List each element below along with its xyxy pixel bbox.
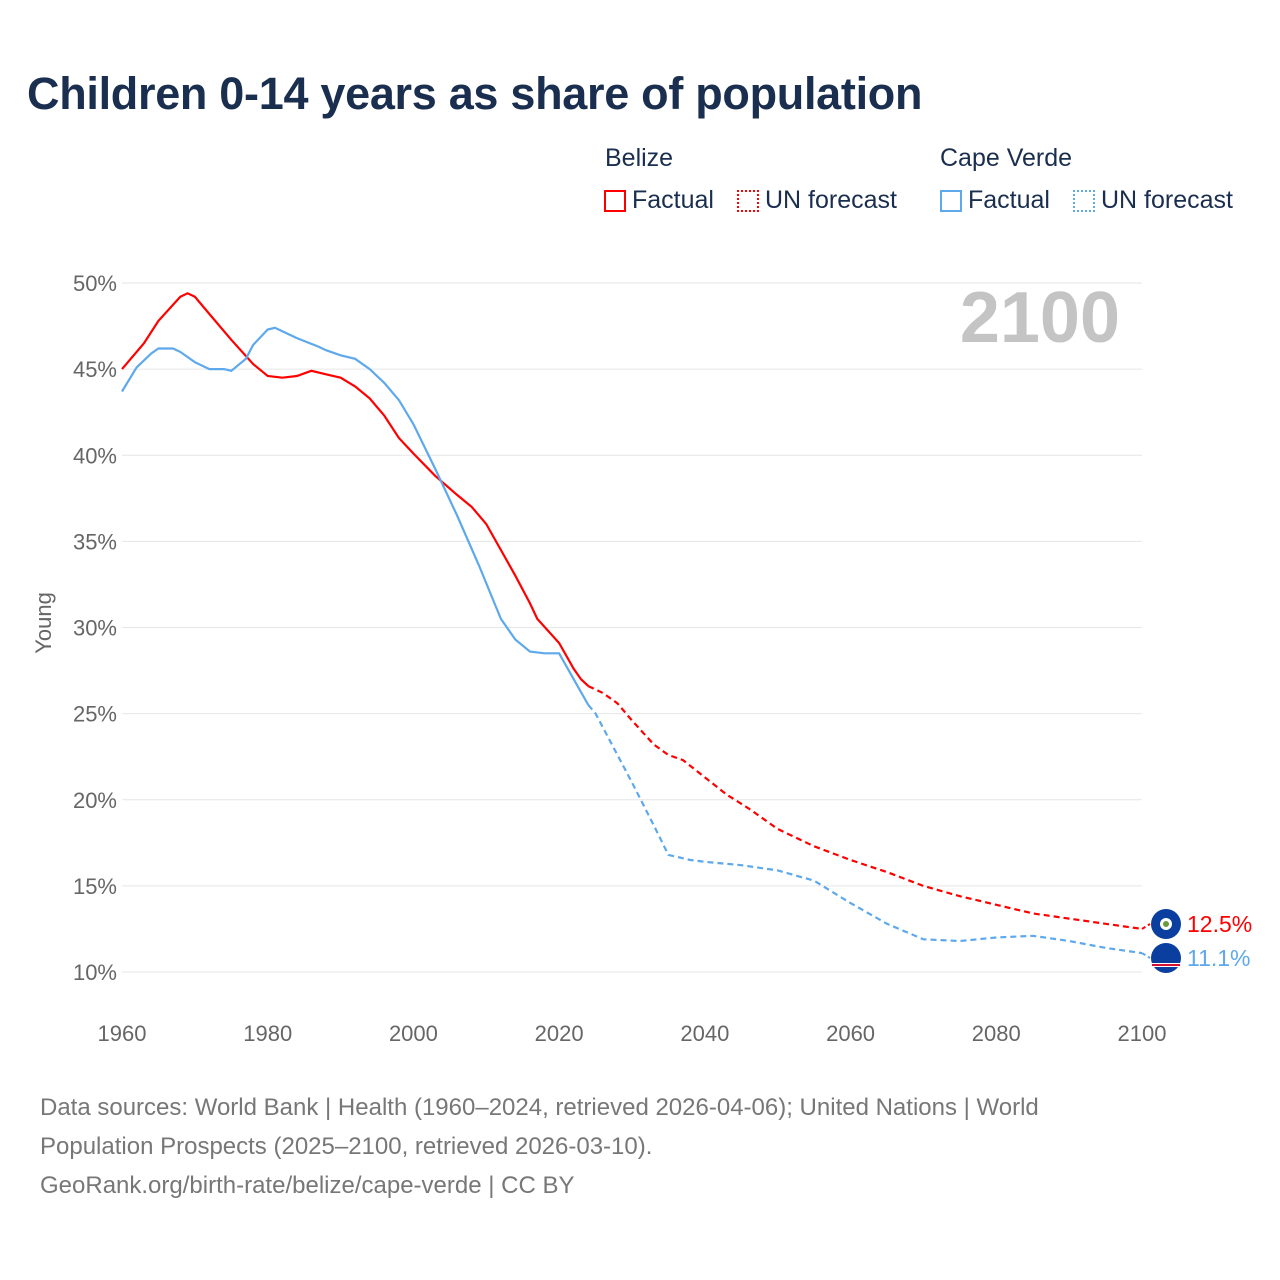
legend-group-belize: Belize [605,144,674,172]
flag-emblem [1163,921,1169,927]
legend-label: Factual [968,186,1050,214]
x-tick-label: 2020 [535,1021,584,1046]
y-tick-label: 40% [73,443,117,468]
x-tick-label: 1960 [98,1021,147,1046]
y-tick-label: 10% [73,960,117,985]
series-line-forecast-1 [587,704,1143,955]
footer-sources-1: Data sources: World Bank | Health (1960–… [40,1094,1039,1121]
legend-group-cape-verde: Cape Verde [940,144,1073,172]
legend-swatch-solid [940,189,962,212]
x-tick-label: 2000 [389,1021,438,1046]
footer-sources-2: Population Prospects (2025–2100, retriev… [40,1133,653,1160]
legend-cape-verde-forecast[interactable]: UN forecast [1073,186,1233,215]
series-line-forecast-0 [587,685,1143,930]
flag-stripe [1152,964,1180,966]
end-value-label: 12.5% [1187,911,1252,937]
y-tick-label: 15% [73,874,117,899]
series-line-factual-1 [121,326,590,706]
legend-swatch-solid [604,189,626,212]
legend-label: UN forecast [765,186,897,214]
y-tick-label: 30% [73,616,117,641]
legend-label: UN forecast [1101,186,1233,214]
x-tick-label: 2060 [826,1021,875,1046]
legend-belize-factual[interactable]: Factual [604,186,714,215]
legend-swatch-dotted [737,189,759,212]
cape-verde-flag-icon [1151,943,1181,973]
y-axis-label: Young [31,592,56,654]
year-watermark: 2100 [960,278,1120,358]
end-value-label: 11.1% [1187,945,1251,971]
series-line-factual-0 [121,292,590,687]
y-tick-label: 45% [73,357,117,382]
end-connector [1141,952,1151,959]
x-tick-label: 2100 [1118,1021,1167,1046]
x-tick-label: 2040 [680,1021,729,1046]
legend-cape-verde-factual[interactable]: Factual [940,186,1050,215]
y-tick-label: 20% [73,788,117,813]
legend-label: Factual [632,186,714,214]
x-tick-label: 2080 [972,1021,1021,1046]
y-tick-label: 50% [73,271,117,296]
legend-swatch-dotted [1073,189,1095,212]
footer-credit[interactable]: GeoRank.org/birth-rate/belize/cape-verde… [40,1172,575,1199]
end-connector [1141,923,1151,930]
y-tick-label: 35% [73,529,117,554]
footer: Data sources: World Bank | Health (1960–… [40,1088,1240,1205]
x-tick-label: 1980 [243,1021,292,1046]
legend-belize-forecast[interactable]: UN forecast [737,186,897,215]
y-tick-label: 25% [73,702,117,727]
chart-title: Children 0-14 years as share of populati… [27,68,923,119]
